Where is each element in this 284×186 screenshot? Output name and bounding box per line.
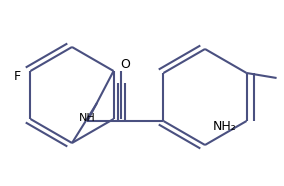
Text: NH₂: NH₂ xyxy=(213,120,237,133)
Text: F: F xyxy=(13,70,20,83)
Text: O: O xyxy=(120,58,130,71)
Text: NH: NH xyxy=(79,113,96,123)
